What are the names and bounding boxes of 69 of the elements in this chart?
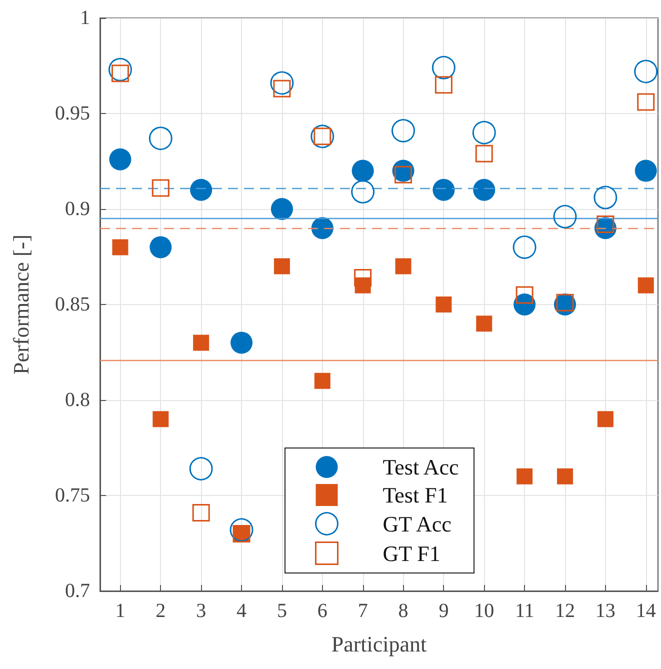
point	[475, 144, 493, 162]
point	[150, 236, 172, 258]
x-tick-label: 10	[474, 600, 494, 622]
y-tick-label: 0.75	[55, 484, 90, 506]
point	[516, 468, 533, 484]
y-tick-label: 0.85	[55, 294, 90, 316]
point	[352, 160, 374, 182]
point	[108, 58, 132, 82]
point	[512, 235, 536, 259]
y-tick-label: 1	[80, 7, 90, 29]
x-tick-label: 1	[115, 600, 126, 622]
point	[270, 198, 293, 220]
x-tick-label: 13	[595, 600, 616, 622]
x-tick-label: 11	[514, 600, 534, 622]
x-tick-label: 7	[358, 600, 368, 622]
x-tick-label: 12	[555, 600, 575, 622]
point	[148, 126, 172, 150]
x-tick-label: 2	[156, 600, 166, 622]
point	[634, 60, 658, 84]
point	[112, 239, 128, 256]
point	[434, 76, 452, 94]
x-tick-label: 9	[438, 600, 449, 622]
point	[230, 332, 253, 354]
point	[472, 120, 496, 144]
x-tick-label: 6	[317, 600, 328, 622]
point	[395, 258, 412, 274]
y-tick-label: 0.95	[55, 102, 90, 124]
point	[557, 468, 573, 484]
point	[432, 178, 455, 201]
point	[230, 518, 254, 542]
point	[152, 179, 170, 197]
point	[354, 269, 372, 287]
point	[436, 296, 452, 312]
y-tick-label: 0.8	[65, 389, 90, 411]
point	[193, 334, 210, 351]
x-tick-label: 3	[196, 600, 206, 622]
point	[392, 118, 416, 142]
point	[637, 93, 655, 111]
point	[351, 180, 375, 204]
y-axis-title: Performance [-]	[8, 234, 34, 374]
x-tick-label: 5	[276, 600, 287, 622]
legend-label: GT Acc	[382, 511, 452, 536]
point	[473, 178, 496, 201]
x-tick-label: 4	[236, 600, 247, 622]
point	[270, 71, 294, 95]
legend-label: Test F1	[382, 482, 448, 508]
point	[638, 277, 654, 294]
y-tick-label: 0.9	[65, 198, 90, 220]
point	[189, 457, 213, 481]
point	[516, 286, 534, 304]
point	[476, 316, 492, 332]
y-tick-label: 0.7	[65, 580, 90, 602]
point	[190, 178, 212, 201]
point	[192, 504, 210, 522]
legend-label: GT F1	[382, 540, 440, 566]
point	[432, 56, 456, 80]
point	[634, 160, 657, 182]
point	[109, 148, 132, 170]
point	[311, 217, 334, 240]
legend-label: Test Acc	[382, 454, 460, 480]
x-axis-title: Participant	[331, 632, 427, 656]
x-tick-label: 14	[636, 600, 656, 622]
x-tick-label: 8	[398, 600, 408, 622]
point	[553, 204, 577, 228]
point	[314, 372, 330, 389]
point	[152, 411, 169, 428]
point	[594, 186, 618, 210]
point	[597, 411, 614, 428]
point	[274, 258, 290, 274]
